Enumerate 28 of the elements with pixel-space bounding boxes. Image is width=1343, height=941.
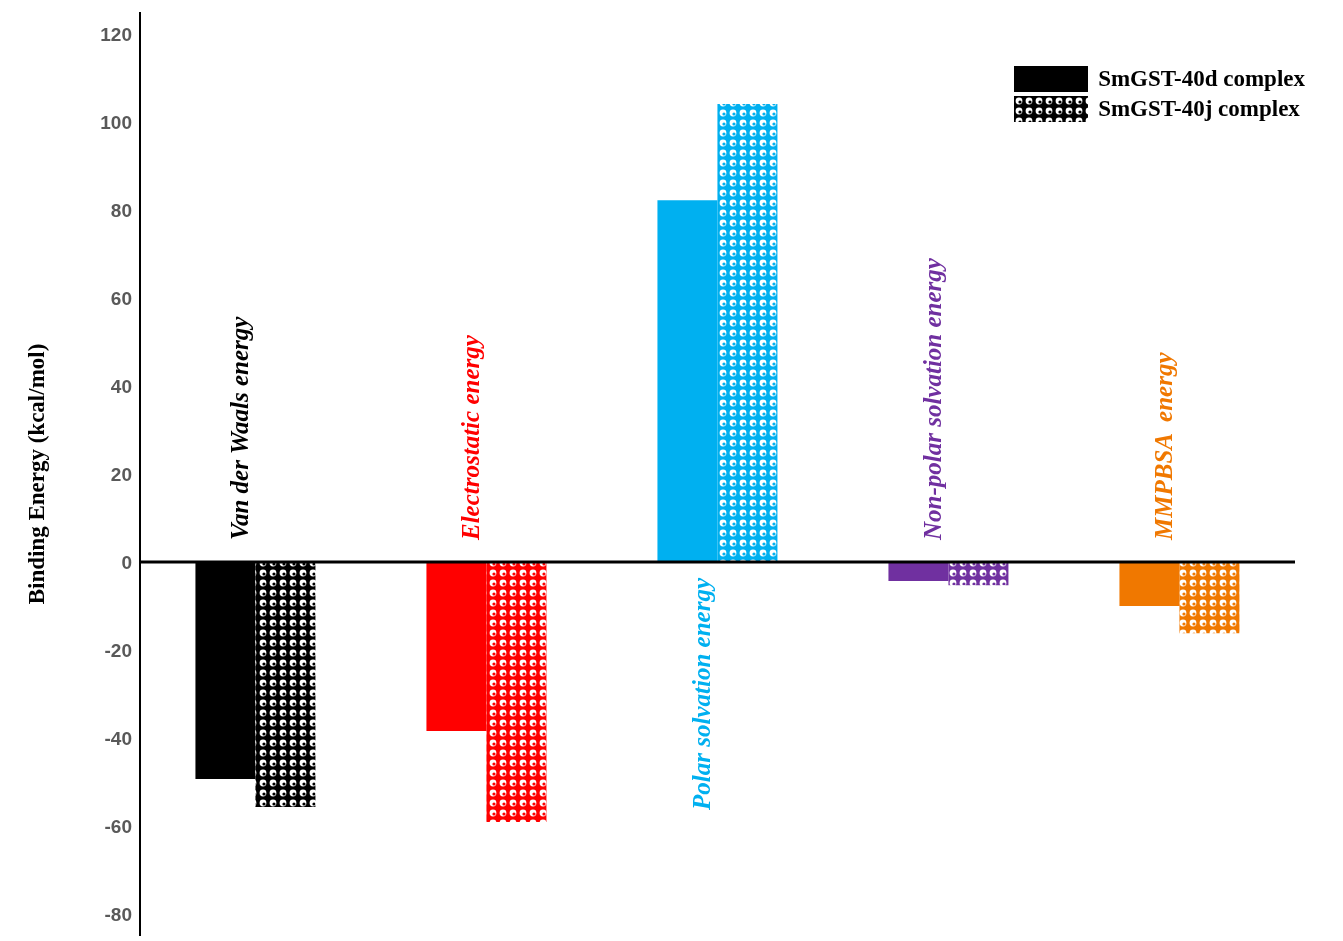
y-tick-label: 60 xyxy=(110,287,132,309)
bar xyxy=(426,562,487,731)
y-tick-label: 100 xyxy=(100,111,132,133)
y-tick-label: -20 xyxy=(104,639,132,661)
y-tick-label: -40 xyxy=(104,727,132,749)
bar xyxy=(1179,562,1240,634)
x-tick-label: Polar solvation energy xyxy=(687,577,715,811)
legend-label: SmGST-40j complex xyxy=(1098,96,1300,122)
y-tick-label: -80 xyxy=(104,903,132,925)
x-tick-label: Non-polar solvation energy xyxy=(918,257,946,541)
bar xyxy=(717,103,778,562)
y-tick-label: 80 xyxy=(110,199,132,221)
y-tick-label: 120 xyxy=(100,23,132,45)
x-tick-label: Electrostatic energy xyxy=(456,334,484,541)
bar xyxy=(948,562,1009,586)
bar xyxy=(888,562,949,581)
y-tick-label: 0 xyxy=(121,551,132,573)
legend-label: SmGST-40d complex xyxy=(1098,66,1305,92)
y-axis-title: Binding Energy (kcal/mol) xyxy=(24,343,50,605)
bar xyxy=(255,562,316,808)
bar xyxy=(1119,562,1180,606)
y-tick-label: 40 xyxy=(110,375,132,397)
y-tick-label: -60 xyxy=(104,815,132,837)
bar xyxy=(657,200,718,562)
bar xyxy=(486,562,547,823)
x-tick-label: Van der Waals energy xyxy=(225,315,253,540)
y-tick-label: 20 xyxy=(110,463,132,485)
x-tick-label: MMPBSA energy xyxy=(1149,351,1177,541)
